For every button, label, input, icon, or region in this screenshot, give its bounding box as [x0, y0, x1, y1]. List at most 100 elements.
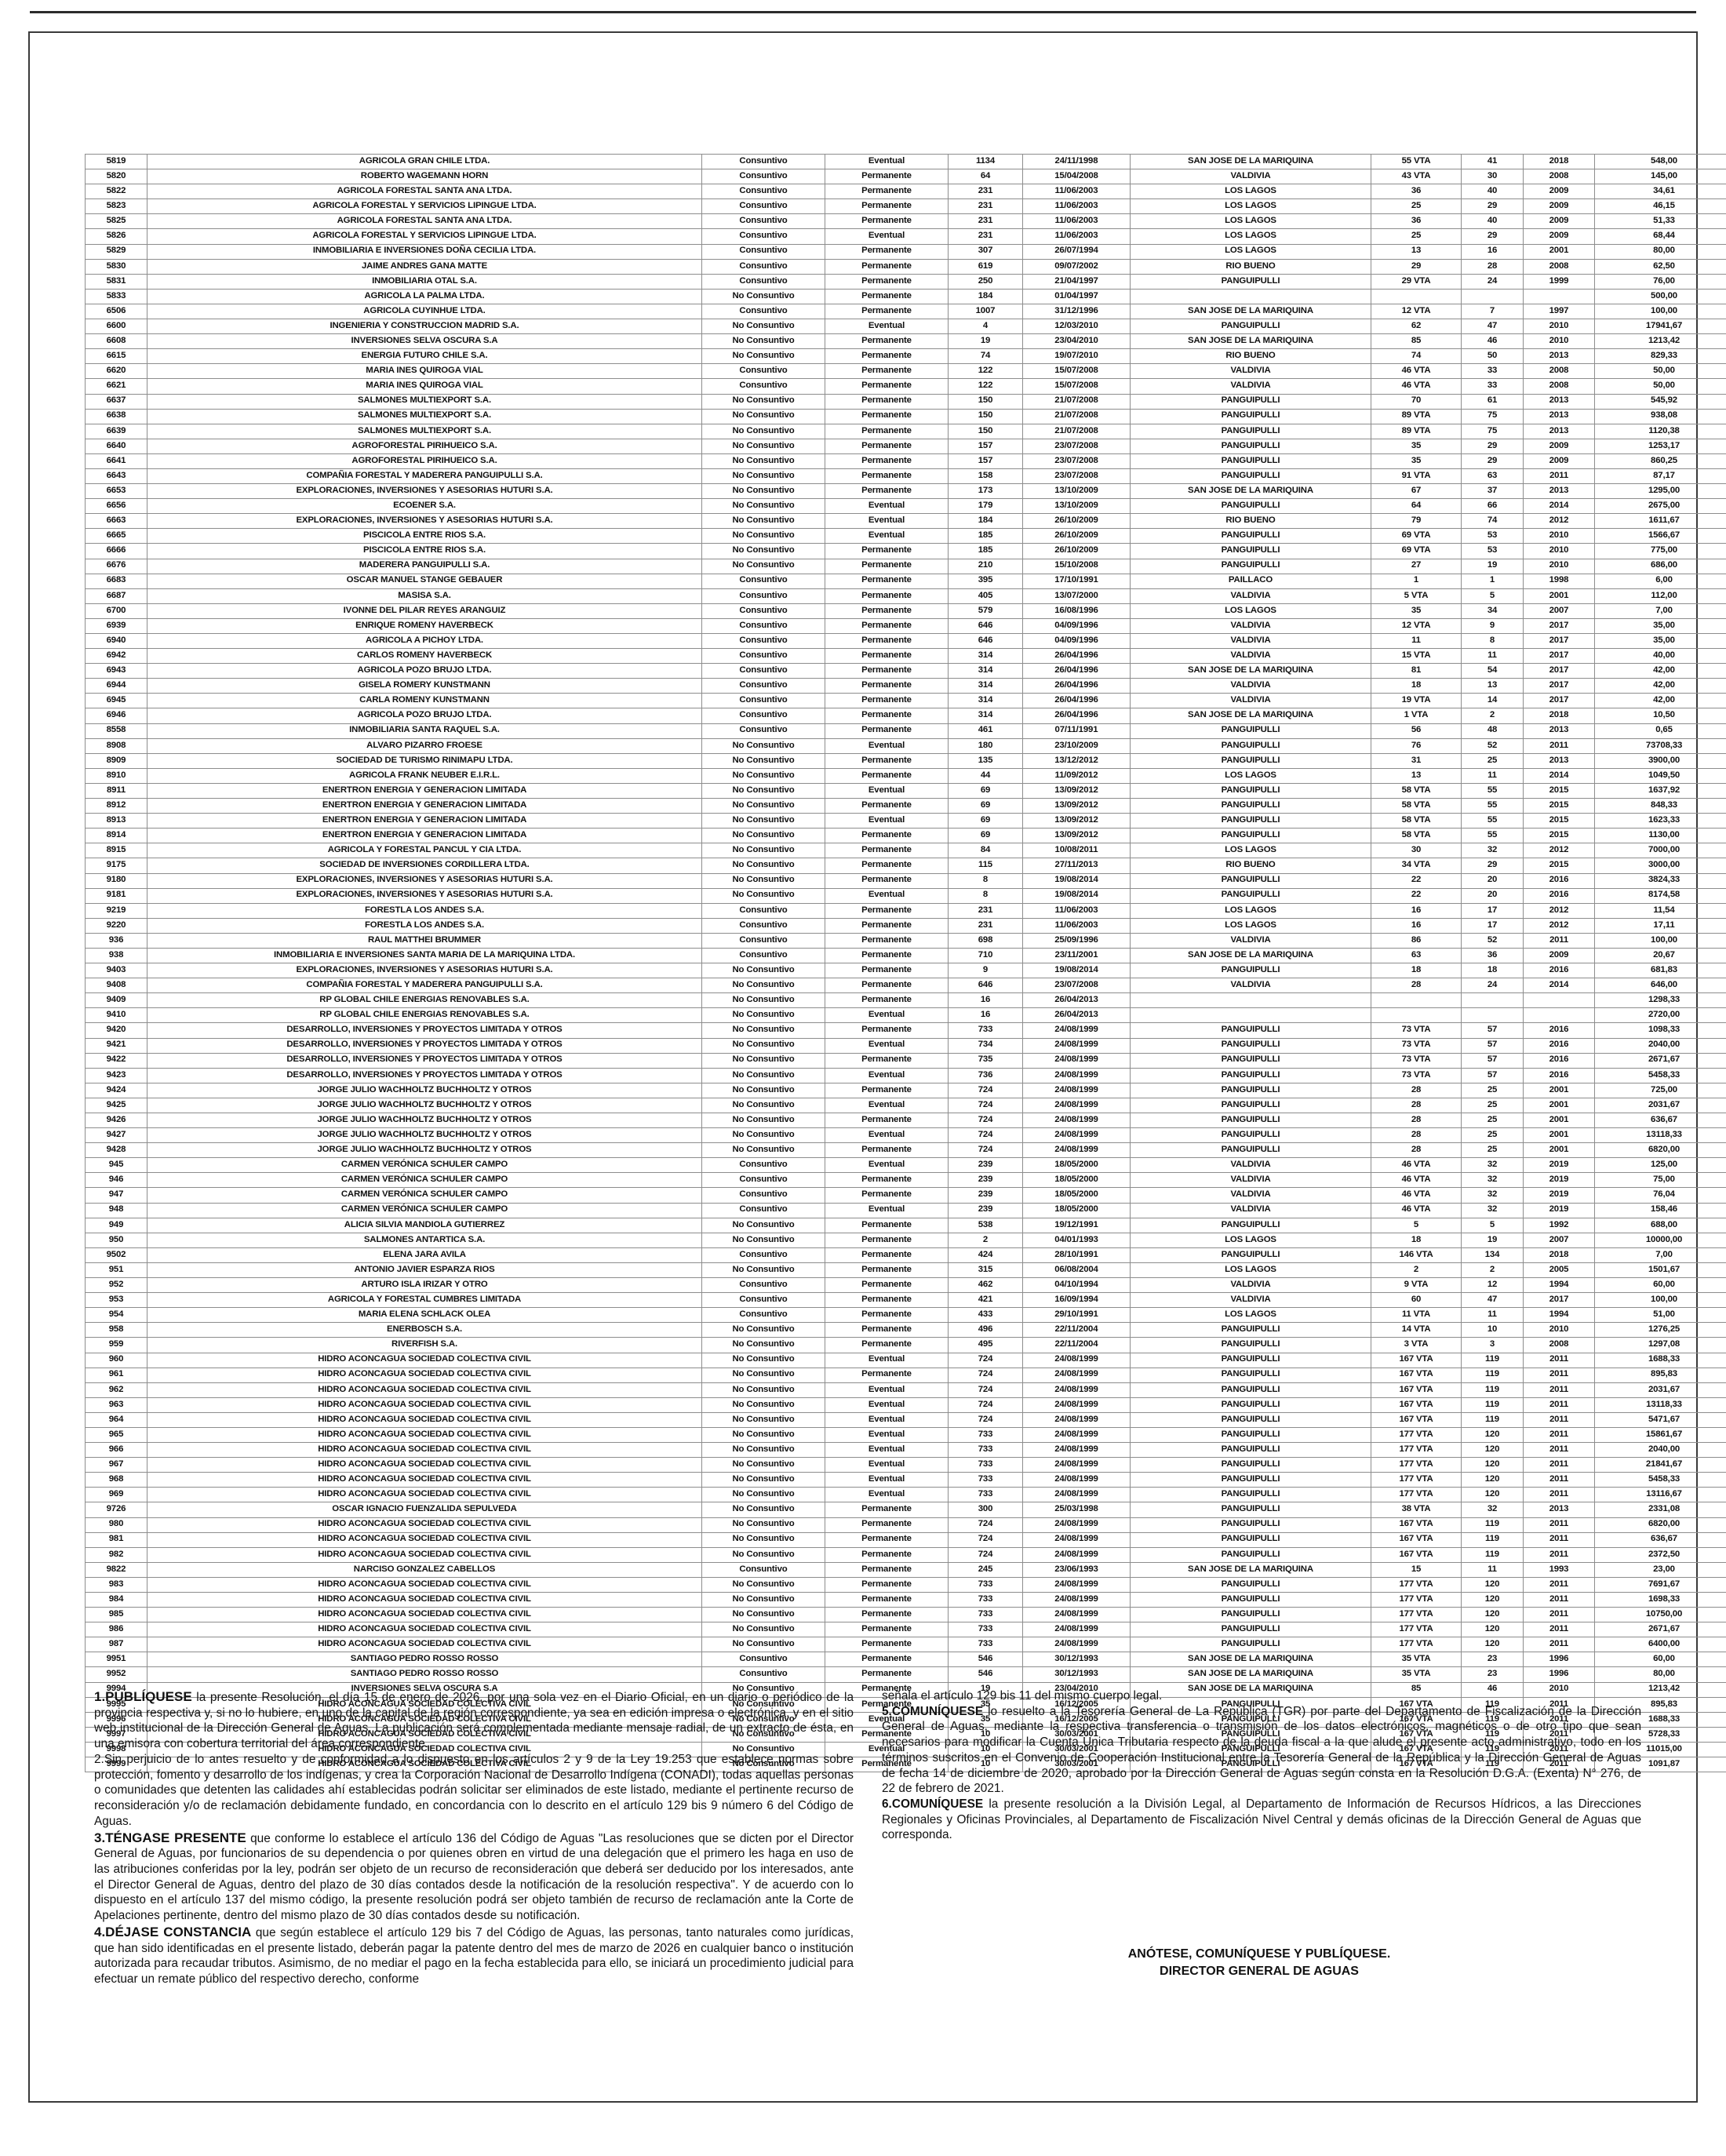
cell-nres: 184	[948, 288, 1023, 304]
cell-titular: CARMEN VERÓNICA SCHULER CAMPO	[147, 1202, 702, 1218]
cell-caudal: 29	[1461, 858, 1524, 874]
cell-ejercicio: Permanente	[825, 1652, 949, 1668]
cell-nres: 239	[948, 1172, 1023, 1189]
cell-ejercicio: Permanente	[825, 1337, 949, 1353]
cell-valor1: 51,00	[1594, 1307, 1726, 1324]
cell-ejercicio: Permanente	[825, 438, 949, 454]
cell-uso: 35	[1371, 438, 1462, 454]
cell-comuna: PANGUIPULLI	[1130, 752, 1371, 769]
cell-caudal: 10	[1461, 1322, 1524, 1338]
cell-comuna: PANGUIPULLI	[1130, 1442, 1371, 1459]
cell-valor1: 87,17	[1594, 468, 1726, 485]
cell-naturaleza: No Consuntivo	[701, 978, 825, 994]
cell-naturaleza: Consuntivo	[701, 917, 825, 934]
cell-ejercicio: Permanente	[825, 1637, 949, 1653]
cell-fecha: 11/06/2003	[1022, 228, 1131, 245]
cell-comuna: RIO BUENO	[1130, 513, 1371, 530]
cell-naturaleza: No Consuntivo	[701, 798, 825, 814]
cell-numero: 6653	[85, 483, 147, 500]
cell-naturaleza: Consuntivo	[701, 258, 825, 275]
table-row: 8912 ENERTRON ENERGIA Y GENERACION LIMITA…	[85, 798, 1726, 814]
cell-naturaleza: Consuntivo	[701, 1307, 825, 1324]
cell-ejercicio: Permanente	[825, 1367, 949, 1383]
cell-uso: 55 VTA	[1371, 153, 1462, 170]
cell-uso: 2	[1371, 1262, 1462, 1279]
cell-uso: 64	[1371, 498, 1462, 515]
cell-fecha: 23/07/2008	[1022, 453, 1131, 469]
cell-numero: 6615	[85, 348, 147, 365]
cell-ano	[1523, 992, 1595, 1009]
cell-comuna: PANGUIPULLI	[1130, 408, 1371, 424]
cell-fecha: 26/10/2009	[1022, 543, 1131, 559]
cell-ejercicio: Permanente	[825, 1622, 949, 1638]
cell-valor1: 158,46	[1594, 1202, 1726, 1218]
cell-comuna: PANGUIPULLI	[1130, 1531, 1371, 1548]
cell-ejercicio: Eventual	[825, 1487, 949, 1503]
cell-fecha: 09/07/2002	[1022, 258, 1131, 275]
table-row: 954 MARIA ELENA SCHLACK OLEA Consuntivo Per…	[85, 1307, 1726, 1324]
cell-fecha: 26/04/1996	[1022, 708, 1131, 724]
cell-numero: 9220	[85, 917, 147, 934]
cell-valor1: 1049,50	[1594, 767, 1726, 784]
table-row: 9502 ELENA JARA AVILA Consuntivo Permanente…	[85, 1247, 1726, 1263]
cell-nres: 724	[948, 1112, 1023, 1129]
cell-titular: EXPLORACIONES, INVERSIONES Y ASESORIAS H…	[147, 872, 702, 889]
cell-uso: 167 VTA	[1371, 1411, 1462, 1428]
cell-comuna: LOS LAGOS	[1130, 1232, 1371, 1248]
cell-ejercicio: Permanente	[825, 1142, 949, 1159]
table-row: 9420 DESARROLLO, INVERSIONES Y PROYECTOS …	[85, 1022, 1726, 1039]
cell-fecha: 19/12/1991	[1022, 1217, 1131, 1233]
cell-ejercicio: Permanente	[825, 632, 949, 650]
cell-caudal: 53	[1461, 543, 1524, 559]
cell-naturaleza: No Consuntivo	[701, 513, 825, 530]
cell-numero: 966	[85, 1442, 147, 1459]
cell-ano: 2010	[1523, 543, 1595, 559]
legal-paragraph-5: 5.COMUNÍQUESE lo resuelto a la Tesorería…	[882, 1704, 1641, 1797]
cell-naturaleza: Consuntivo	[701, 1247, 825, 1263]
cell-ano: 2010	[1523, 333, 1595, 350]
cell-ano: 2017	[1523, 663, 1595, 679]
cell-valor1: 6,00	[1594, 573, 1726, 589]
cell-ejercicio: Permanente	[825, 1607, 949, 1623]
cell-naturaleza: Consuntivo	[701, 153, 825, 170]
cell-caudal: 120	[1461, 1576, 1524, 1593]
cell-valor1: 500,00	[1594, 288, 1726, 304]
cell-ejercicio: Eventual	[825, 1472, 949, 1488]
cell-ejercicio: Permanente	[825, 648, 949, 665]
cell-fecha: 04/09/1996	[1022, 617, 1131, 635]
cell-fecha: 13/09/2012	[1022, 782, 1131, 799]
cell-numero: 9726	[85, 1502, 147, 1518]
cell-comuna: PANGUIPULLI	[1130, 273, 1371, 290]
cell-numero: 9428	[85, 1142, 147, 1159]
cell-naturaleza: Consuntivo	[701, 1157, 825, 1174]
cell-comuna: PANGUIPULLI	[1130, 963, 1371, 979]
cell-valor1: 725,00	[1594, 1082, 1726, 1098]
cell-comuna: PANGUIPULLI	[1130, 1127, 1371, 1144]
cell-uso: 167 VTA	[1371, 1397, 1462, 1413]
cell-nres: 44	[948, 767, 1023, 784]
cell-caudal: 20	[1461, 887, 1524, 904]
cell-uso: 79	[1371, 513, 1462, 530]
cell-numero: 960	[85, 1352, 147, 1368]
cell-valor1: 80,00	[1594, 243, 1726, 260]
cell-caudal: 47	[1461, 319, 1524, 335]
cell-ano: 2016	[1523, 963, 1595, 979]
table-row: 8914 ENERTRON ENERGIA Y GENERACION LIMITA…	[85, 828, 1726, 844]
cell-uso: 18	[1371, 1232, 1462, 1248]
cell-nres: 724	[948, 1397, 1023, 1413]
cell-numero: 9423	[85, 1067, 147, 1083]
cell-ejercicio: Eventual	[825, 1007, 949, 1024]
cell-naturaleza: No Consuntivo	[701, 1007, 825, 1024]
legal-p4-text: que según establece el artículo 129 bis …	[94, 1925, 854, 1987]
cell-fecha: 24/08/1999	[1022, 1082, 1131, 1098]
cell-comuna: SAN JOSE DE LA MARIQUINA	[1130, 663, 1371, 679]
cell-naturaleza: Consuntivo	[701, 273, 825, 290]
cell-uso: 28	[1371, 1112, 1462, 1129]
cell-nres: 710	[948, 947, 1023, 964]
cell-nres: 733	[948, 1472, 1023, 1488]
cell-fecha: 04/10/1994	[1022, 1277, 1131, 1294]
cell-fecha: 26/10/2009	[1022, 528, 1131, 544]
cell-valor1: 1623,33	[1594, 813, 1726, 829]
cell-numero: 6637	[85, 393, 147, 410]
cell-uso: 35	[1371, 603, 1462, 619]
